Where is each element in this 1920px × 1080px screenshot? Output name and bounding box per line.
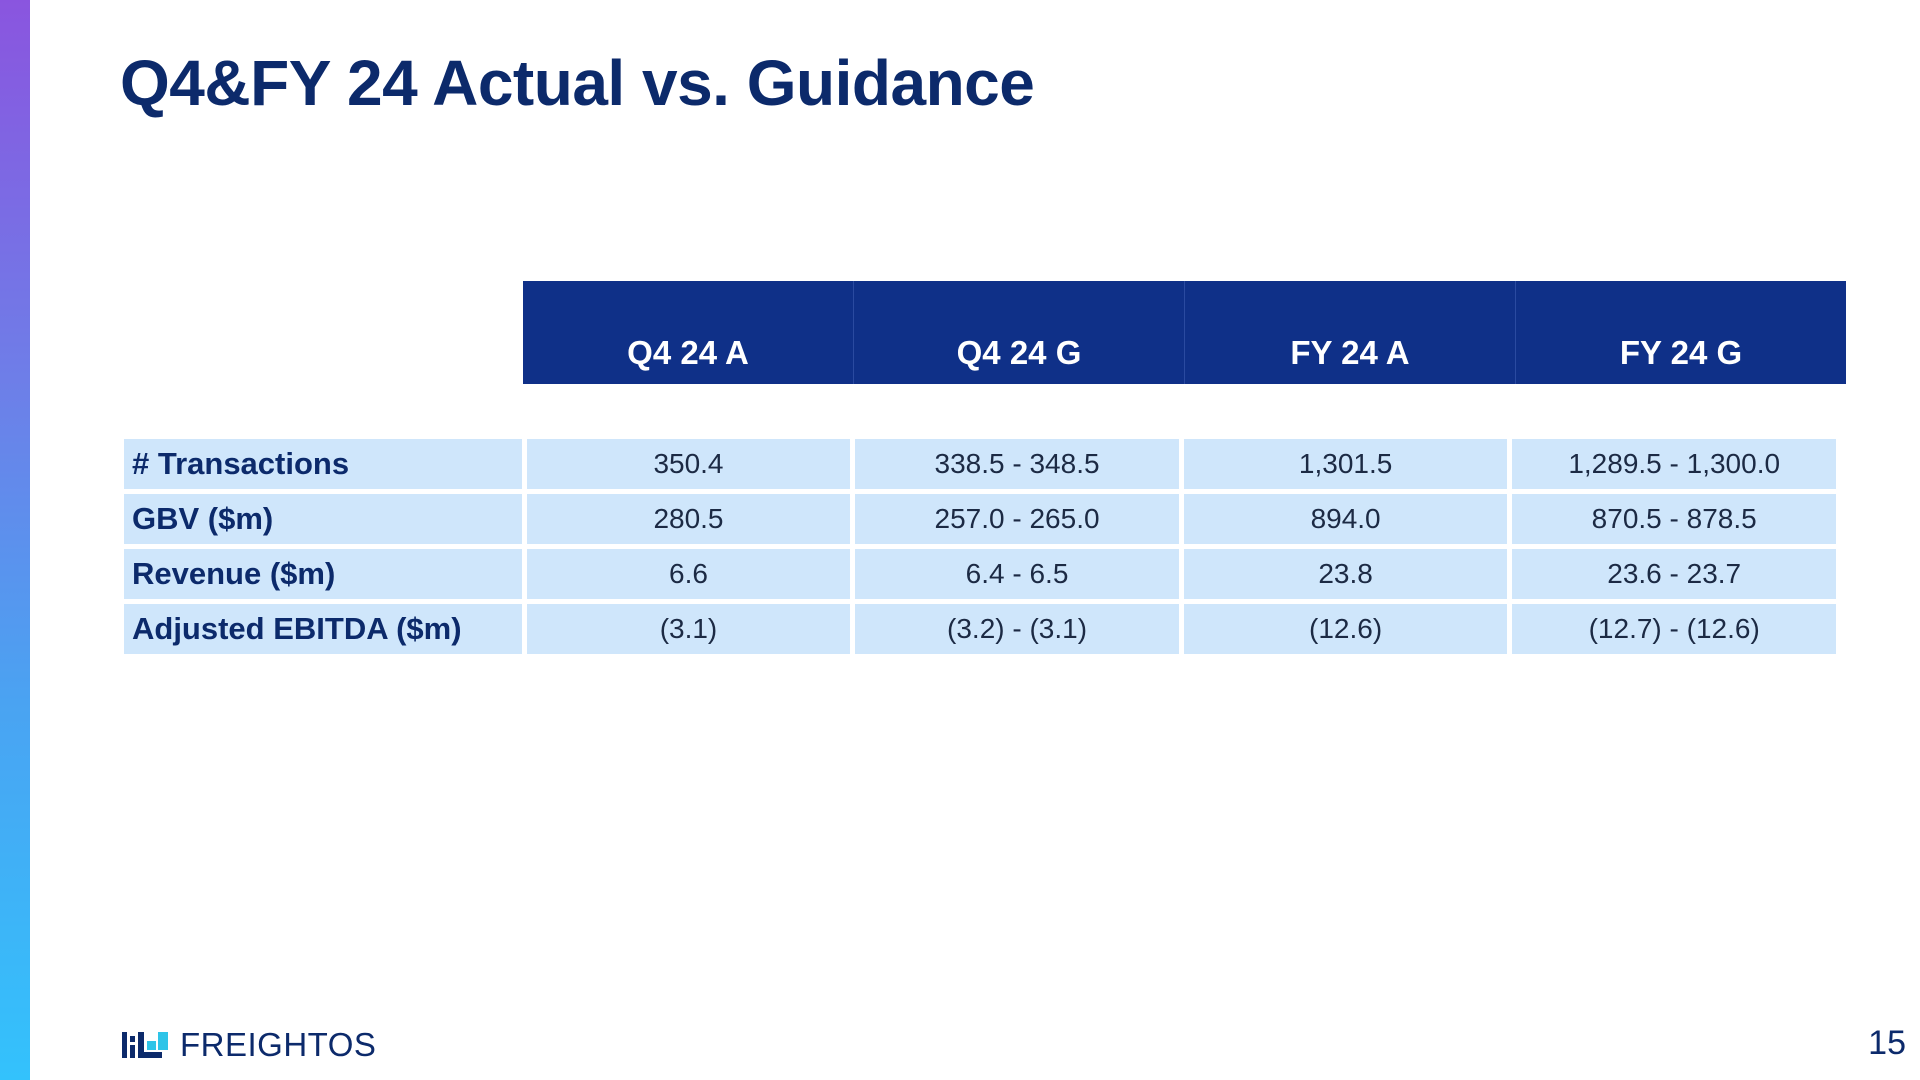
header-q4-guidance: Q4 24 G [854,281,1185,384]
row-label: Revenue ($m) [124,549,522,599]
table-cell: 350.4 [526,439,851,489]
freightos-logo: FREIGHTOS [122,1026,376,1064]
table-row: # Transactions 350.4 338.5 - 348.5 1,301… [124,439,1836,489]
accent-gradient-bar [0,0,30,1080]
row-label: GBV ($m) [124,494,522,544]
header-q4-actual: Q4 24 A [523,281,854,384]
table-cell: 338.5 - 348.5 [855,439,1179,489]
table-cell: 1,301.5 [1183,439,1508,489]
actual-vs-guidance-table: # Transactions 350.4 338.5 - 348.5 1,301… [119,434,1841,659]
table-row: Adjusted EBITDA ($m) (3.1) (3.2) - (3.1)… [124,604,1836,654]
table-cell: 870.5 - 878.5 [1512,494,1836,544]
table-row: Revenue ($m) 6.6 6.4 - 6.5 23.8 23.6 - 2… [124,549,1836,599]
freightos-logo-icon [122,1032,168,1058]
slide-title: Q4&FY 24 Actual vs. Guidance [120,47,1035,119]
row-label: Adjusted EBITDA ($m) [124,604,522,654]
table-cell: (3.2) - (3.1) [855,604,1179,654]
table-row: GBV ($m) 280.5 257.0 - 265.0 894.0 870.5… [124,494,1836,544]
table-cell: 257.0 - 265.0 [855,494,1179,544]
header-fy-actual: FY 24 A [1185,281,1516,384]
table-cell: 23.6 - 23.7 [1512,549,1836,599]
table-cell: (12.7) - (12.6) [1512,604,1836,654]
table-cell: (12.6) [1183,604,1508,654]
row-label: # Transactions [124,439,522,489]
table-cell: 6.4 - 6.5 [855,549,1179,599]
logo-text: FREIGHTOS [180,1026,377,1063]
table-cell: 6.6 [526,549,851,599]
table-header-row: Q4 24 A Q4 24 G FY 24 A FY 24 G [523,281,1846,384]
table-cell: 280.5 [526,494,851,544]
table-cell: (3.1) [526,604,851,654]
table-cell: 23.8 [1183,549,1508,599]
page-number: 15 [1868,1024,1906,1062]
table-cell: 894.0 [1183,494,1508,544]
header-fy-guidance: FY 24 G [1516,281,1846,384]
table-cell: 1,289.5 - 1,300.0 [1512,439,1836,489]
